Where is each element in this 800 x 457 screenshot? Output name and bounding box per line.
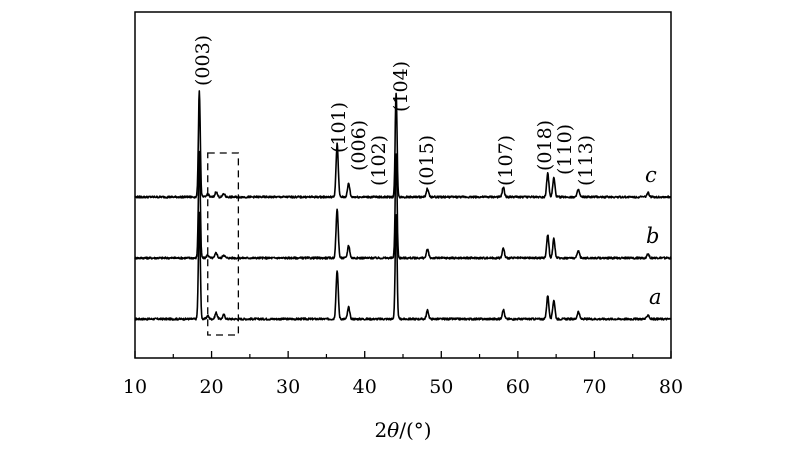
- highlight-box: [207, 152, 240, 336]
- x-axis-title: 2θ/(°): [374, 418, 431, 442]
- x-ticks: 10 20 30 40 50 60 70 80: [123, 351, 683, 398]
- x-tick-label: 60: [506, 376, 530, 398]
- peak-label: (113): [575, 135, 597, 186]
- peak-labels: (003) (101)(006)(102) (104) (015) (107) (018)…: [192, 35, 597, 186]
- peak-label: (003): [192, 35, 214, 86]
- peak-label: (101): [328, 102, 350, 153]
- x-tick-label: 20: [199, 376, 223, 398]
- peak-label: (018): [534, 120, 556, 171]
- series-lines: a b c: [134, 90, 672, 321]
- series-line-b: [134, 150, 672, 260]
- series-label-c: c: [645, 163, 657, 187]
- x-tick-label: 50: [429, 376, 453, 398]
- highlight-region: [207, 152, 240, 336]
- x-tick-label: 30: [276, 376, 300, 398]
- peak-label: (107): [495, 135, 517, 186]
- peak-label: (015): [416, 135, 438, 186]
- series-line-a: [134, 211, 672, 321]
- peak-label: (104): [390, 61, 412, 112]
- x-tick-label: 10: [123, 376, 147, 398]
- series-label-a: a: [649, 285, 662, 309]
- series-line-c: [134, 90, 672, 199]
- peak-label: (110): [554, 124, 576, 175]
- x-tick-label: 70: [582, 376, 606, 398]
- x-tick-label: 40: [353, 376, 377, 398]
- series-label-b: b: [646, 224, 659, 248]
- peak-label: (102): [368, 135, 390, 186]
- x-tick-label: 80: [659, 376, 683, 398]
- peak-label: (006): [348, 120, 370, 171]
